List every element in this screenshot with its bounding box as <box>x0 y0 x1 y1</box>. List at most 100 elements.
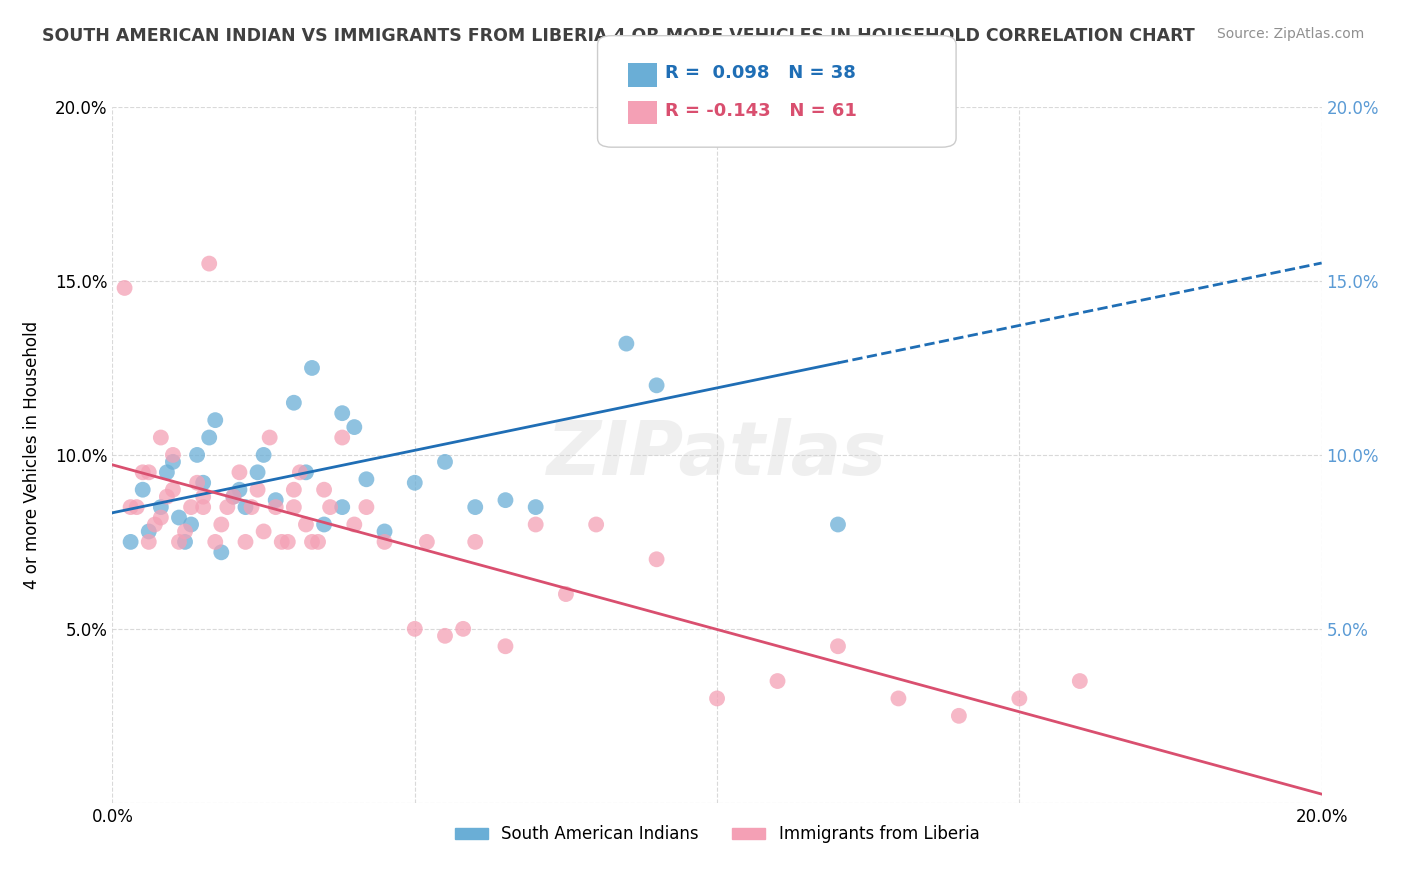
Point <box>270 534 292 549</box>
Point <box>434 455 457 469</box>
Point <box>191 490 215 504</box>
Point <box>209 517 232 532</box>
Point <box>554 587 576 601</box>
Point <box>180 517 202 532</box>
Point <box>198 430 221 444</box>
Point <box>138 466 160 480</box>
Y-axis label: 4 or more Vehicles in Household: 4 or more Vehicles in Household <box>24 321 41 589</box>
Point <box>356 500 378 514</box>
Point <box>114 281 136 295</box>
Point <box>330 406 353 420</box>
Point <box>330 500 353 514</box>
Point <box>343 420 366 434</box>
Point <box>645 378 668 392</box>
Point <box>162 455 184 469</box>
Point <box>204 534 226 549</box>
Point <box>149 500 172 514</box>
Point <box>1069 674 1091 689</box>
Point <box>295 517 318 532</box>
Point <box>283 483 305 497</box>
Text: SOUTH AMERICAN INDIAN VS IMMIGRANTS FROM LIBERIA 4 OR MORE VEHICLES IN HOUSEHOLD: SOUTH AMERICAN INDIAN VS IMMIGRANTS FROM… <box>42 27 1195 45</box>
Point <box>616 336 638 351</box>
Point <box>288 466 311 480</box>
Point <box>585 517 607 532</box>
Point <box>120 534 142 549</box>
Point <box>138 524 160 539</box>
Point <box>319 500 342 514</box>
Point <box>149 510 172 524</box>
Point <box>827 639 849 653</box>
Point <box>235 500 257 514</box>
Point <box>307 534 329 549</box>
Point <box>204 413 226 427</box>
Point <box>132 483 155 497</box>
Point <box>301 361 323 376</box>
Point <box>198 257 221 271</box>
Point <box>264 500 287 514</box>
Point <box>253 524 276 539</box>
Point <box>228 483 250 497</box>
Point <box>314 517 336 532</box>
Point <box>277 534 299 549</box>
Point <box>246 483 269 497</box>
Point <box>343 517 366 532</box>
Point <box>167 534 190 549</box>
Point <box>706 691 728 706</box>
Point <box>259 430 281 444</box>
Point <box>283 395 305 409</box>
Point <box>766 117 789 131</box>
Point <box>149 430 172 444</box>
Point <box>464 534 486 549</box>
Legend: South American Indians, Immigrants from Liberia: South American Indians, Immigrants from … <box>449 819 986 850</box>
Point <box>264 493 287 508</box>
Point <box>162 448 184 462</box>
Text: R =  0.098   N = 38: R = 0.098 N = 38 <box>665 64 856 82</box>
Point <box>374 534 396 549</box>
Point <box>217 500 239 514</box>
Point <box>301 534 323 549</box>
Point <box>416 534 439 549</box>
Point <box>330 430 353 444</box>
Point <box>464 500 486 514</box>
Point <box>887 691 910 706</box>
Point <box>186 475 208 490</box>
Point <box>314 483 336 497</box>
Point <box>138 534 160 549</box>
Point <box>645 552 668 566</box>
Point <box>404 622 426 636</box>
Point <box>246 466 269 480</box>
Point <box>120 500 142 514</box>
Point <box>404 475 426 490</box>
Point <box>143 517 166 532</box>
Point <box>228 466 250 480</box>
Point <box>524 517 547 532</box>
Point <box>495 639 517 653</box>
Point <box>222 490 245 504</box>
Point <box>222 490 245 504</box>
Point <box>174 524 197 539</box>
Point <box>174 534 197 549</box>
Text: Source: ZipAtlas.com: Source: ZipAtlas.com <box>1216 27 1364 41</box>
Text: ZIPatlas: ZIPatlas <box>547 418 887 491</box>
Point <box>374 524 396 539</box>
Point <box>240 500 263 514</box>
Point <box>253 448 276 462</box>
Point <box>180 500 202 514</box>
Text: R = -0.143   N = 61: R = -0.143 N = 61 <box>665 102 856 120</box>
Point <box>235 534 257 549</box>
Point <box>156 490 179 504</box>
Point <box>162 483 184 497</box>
Point <box>766 674 789 689</box>
Point <box>186 448 208 462</box>
Point <box>948 708 970 723</box>
Point <box>295 466 318 480</box>
Point <box>167 510 190 524</box>
Point <box>495 493 517 508</box>
Point <box>191 475 215 490</box>
Point <box>524 500 547 514</box>
Point <box>125 500 148 514</box>
Point <box>356 472 378 486</box>
Point <box>827 517 849 532</box>
Point <box>451 622 474 636</box>
Point <box>191 500 215 514</box>
